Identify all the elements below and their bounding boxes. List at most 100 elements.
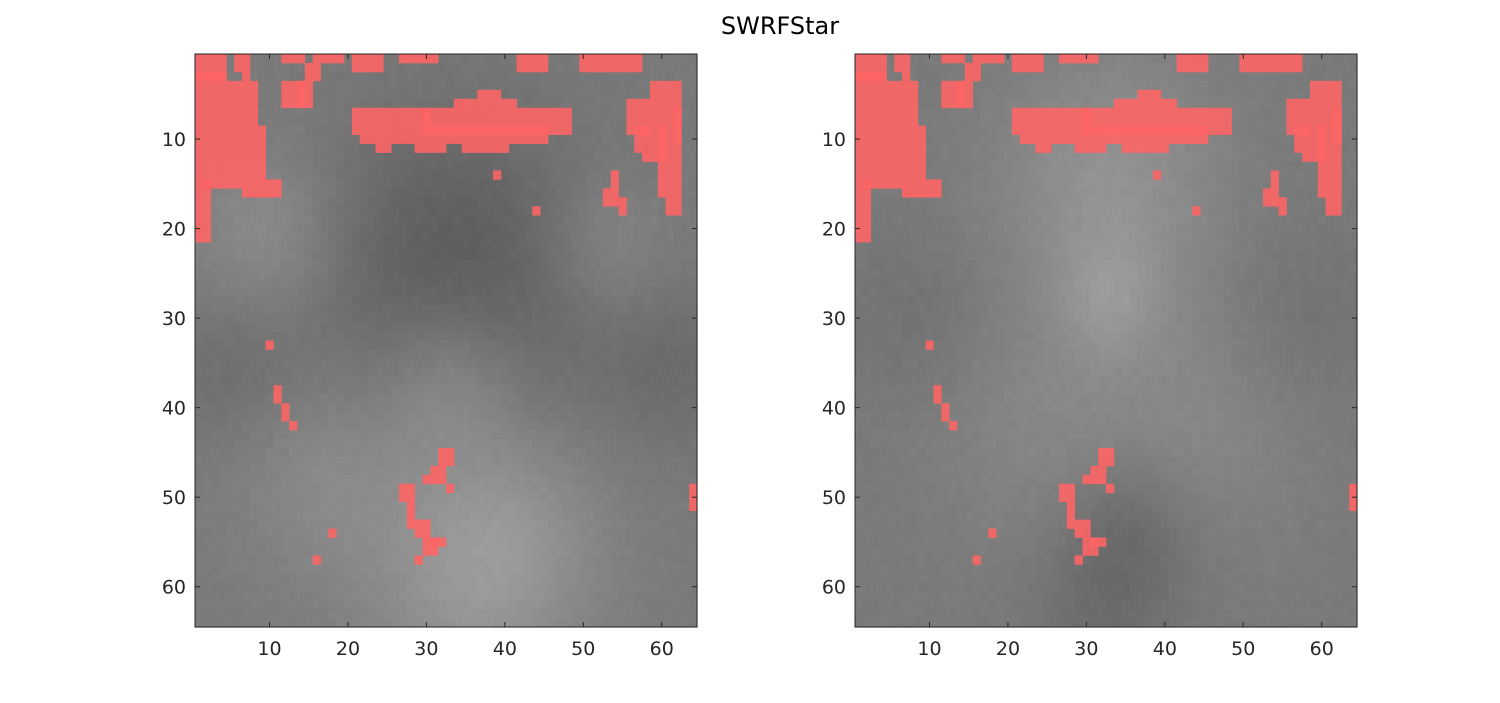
heatmap-cell [516, 80, 526, 91]
heatmap-cell [281, 528, 290, 539]
heatmap-cell [634, 286, 643, 297]
heatmap-cell [461, 197, 471, 207]
heatmap-cell [351, 313, 361, 324]
heatmap-cell [336, 340, 345, 351]
heatmap-cell [618, 412, 628, 422]
heatmap-cell [508, 242, 518, 252]
heatmap-cell [1168, 152, 1178, 163]
heatmap-cell [1215, 143, 1225, 154]
heatmap-cell [265, 564, 275, 574]
heatmap-cell [642, 259, 651, 270]
heatmap-cell [1129, 54, 1138, 64]
heatmap-cell [618, 609, 628, 619]
heatmap-cell [524, 322, 533, 333]
heatmap-cell [618, 304, 628, 315]
heatmap-cell [477, 591, 486, 601]
heatmap-cell [477, 456, 486, 467]
heatmap-cell [296, 376, 306, 386]
heatmap-cell [500, 510, 510, 521]
heatmap-cell [493, 403, 502, 413]
heatmap-cell [446, 295, 455, 306]
heatmap-cell [595, 376, 604, 386]
heatmap-cell [547, 268, 557, 279]
heatmap-cell [249, 268, 259, 279]
heatmap-cell [563, 98, 573, 109]
heatmap-cell [563, 438, 573, 449]
heatmap-cell [304, 564, 314, 574]
heatmap-cell [218, 519, 227, 530]
heatmap-cell [226, 340, 235, 351]
heatmap-cell [391, 161, 400, 171]
heatmap-cell [1286, 134, 1295, 145]
heatmap-cell [587, 179, 596, 189]
heatmap-cell [626, 242, 635, 252]
heatmap-cell [618, 89, 628, 100]
heatmap-cell [273, 71, 282, 82]
heatmap-cell [446, 438, 455, 449]
heatmap-cell [524, 331, 533, 342]
heatmap-cell [234, 412, 243, 422]
heatmap-cell [689, 143, 698, 154]
heatmap-cell [477, 573, 486, 583]
heatmap-cell [195, 510, 204, 521]
heatmap-cell [296, 349, 306, 360]
heatmap-cell [508, 528, 518, 539]
heatmap-cell [618, 376, 628, 386]
heatmap-cell [453, 591, 463, 601]
heatmap-cell [477, 331, 486, 342]
heatmap-cell [1145, 54, 1154, 64]
heatmap-cell [422, 313, 431, 324]
heatmap-cell [446, 591, 455, 601]
heatmap-cell [249, 259, 259, 270]
heatmap-cell [681, 143, 690, 154]
heatmap-cell [579, 582, 588, 592]
heatmap-cell [391, 456, 400, 467]
heatmap-cell [642, 582, 651, 592]
heatmap-cell [406, 98, 416, 109]
heatmap-cell [453, 474, 463, 485]
heatmap-cell [673, 54, 682, 64]
heatmap-cell [446, 242, 455, 252]
heatmap-cell [649, 492, 659, 503]
heatmap-cell [547, 528, 557, 539]
heatmap-cell [265, 62, 275, 73]
heatmap-cell [296, 304, 306, 315]
heatmap-cell [406, 438, 416, 449]
heatmap-cell [328, 492, 337, 503]
heatmap-cell [226, 412, 235, 422]
heatmap-cell [398, 242, 408, 252]
heatmap-cell [689, 555, 698, 565]
heatmap-cell [949, 116, 958, 127]
heatmap-cell [532, 80, 541, 91]
heatmap-cell [524, 152, 533, 163]
heatmap-cell [485, 618, 494, 628]
overlay-region [242, 188, 266, 198]
heatmap-cell [296, 188, 306, 198]
heatmap-cell [265, 89, 275, 100]
heatmap-cell [665, 385, 675, 395]
heatmap-cell [430, 564, 439, 574]
heatmap-cell [320, 62, 329, 73]
heatmap-cell [595, 582, 604, 592]
heatmap-cell [500, 528, 510, 539]
heatmap-cell [210, 394, 220, 404]
heatmap-cell [320, 259, 329, 270]
heatmap-cell [555, 286, 565, 297]
heatmap-cell [516, 438, 526, 449]
heatmap-cell [634, 71, 643, 82]
heatmap-cell [398, 609, 408, 619]
heatmap-cell [532, 304, 541, 315]
heatmap-cell [1074, 80, 1084, 91]
heatmap-cell [375, 385, 384, 395]
heatmap-cell [579, 403, 588, 413]
heatmap-cell [1207, 89, 1217, 100]
heatmap-cell [461, 170, 471, 180]
heatmap-cell [234, 403, 243, 413]
heatmap-cell [477, 564, 486, 574]
heatmap-cell [980, 107, 989, 118]
heatmap-cell [226, 447, 235, 458]
heatmap-cell [665, 322, 675, 333]
heatmap-cell [328, 295, 337, 306]
heatmap-cell [469, 215, 478, 225]
heatmap-cell [289, 340, 298, 351]
